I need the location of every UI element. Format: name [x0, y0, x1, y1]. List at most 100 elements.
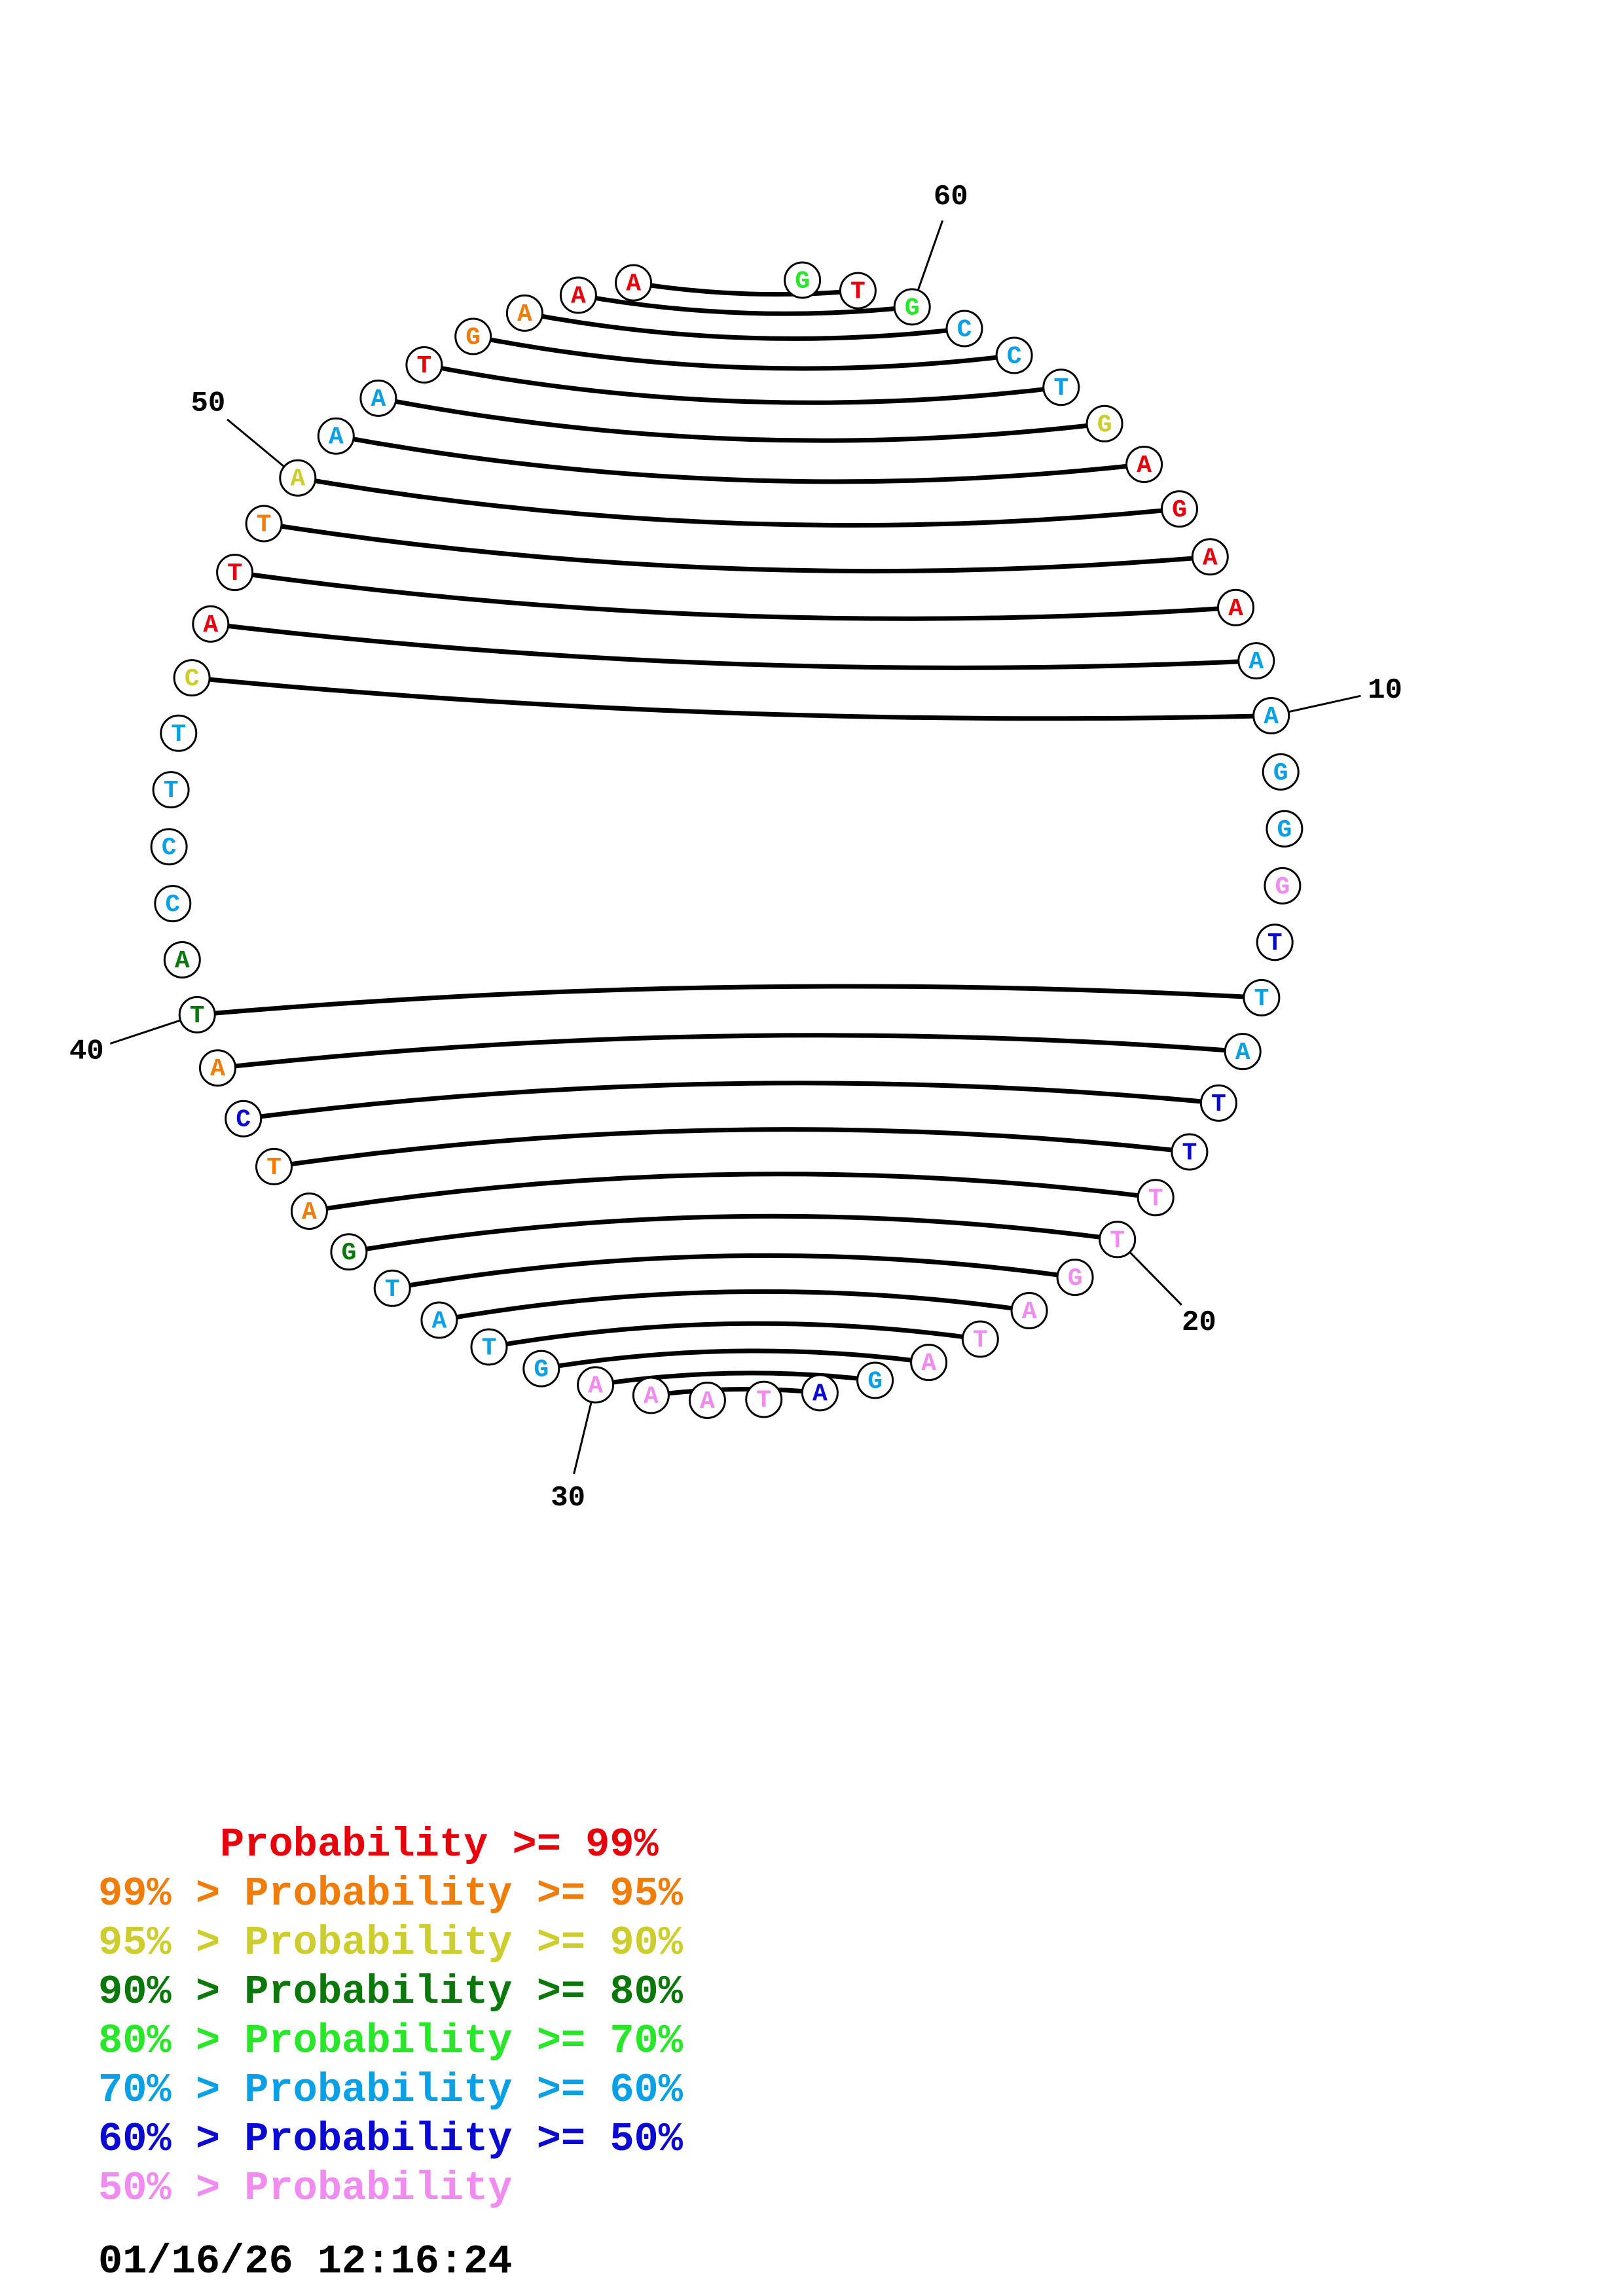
nucleotide-17: T [1256, 924, 1294, 961]
nucleotide-circle [290, 1193, 328, 1230]
nucleotide-8: A [1125, 446, 1163, 483]
legend-entry-2: 99% > Probability >= 95% [98, 1871, 683, 1917]
nucleotide-18: T [1243, 978, 1281, 1016]
nucleotide-42: A [199, 1049, 236, 1087]
base-pair-arc-23 [593, 1371, 878, 1388]
nucleotide-50: A [192, 605, 230, 643]
base-pair-arc-3 [522, 310, 967, 341]
nucleotide-circle [910, 1344, 948, 1382]
nucleotide-5: C [995, 336, 1033, 374]
nucleotide-letter: T [756, 1387, 771, 1415]
nucleotide-letter: G [534, 1356, 549, 1384]
base-pair-arc-24 [648, 1387, 822, 1398]
nucleotide-circle [178, 996, 216, 1033]
nucleotide-57: G [454, 317, 492, 355]
nucleotide-circle [255, 1147, 293, 1185]
nucleotide-circle [1199, 1084, 1237, 1122]
nucleotide-letter: T [1254, 985, 1269, 1013]
nucleotide-letter: T [1182, 1139, 1197, 1168]
base-pair-arc-1 [631, 280, 860, 297]
nucleotide-circle [632, 1376, 670, 1414]
nucleotide-circle [1264, 867, 1302, 905]
nucleotide-letter: G [1172, 496, 1187, 524]
nucleotide-51: T [216, 554, 254, 592]
nucleotide-letter: A [203, 611, 218, 639]
nucleotide-circle [1243, 978, 1281, 1016]
nucleotide-letter: A [210, 1055, 225, 1083]
nucleotide-letter: A [1235, 1039, 1250, 1067]
nucleotide-15: G [1266, 810, 1304, 848]
nucleotide-letter: A [1203, 544, 1218, 572]
nucleotide-45: C [154, 885, 192, 923]
tick-label-10: 10 [1368, 674, 1402, 707]
nucleotide-letter: A [644, 1383, 659, 1411]
nucleotide-circle [1262, 753, 1300, 791]
nucleotide-circle [454, 317, 492, 355]
nucleotide-letter: T [973, 1327, 988, 1355]
nucleotide-2: T [839, 272, 877, 310]
legend-entry-8: 50% > Probability [98, 2165, 513, 2212]
nucleotide-letter: G [795, 268, 810, 296]
nucleotide-21: T [1171, 1133, 1209, 1171]
nucleotide-circle [801, 1374, 839, 1412]
nucleotide-48: T [160, 714, 198, 752]
nucleotide-letter: A [921, 1350, 936, 1378]
base-pair-arc-2 [575, 293, 915, 316]
nucleotide-letter: G [1277, 816, 1292, 844]
base-pair-arc-16 [272, 1127, 1192, 1169]
tick-line-20 [1129, 1251, 1182, 1306]
nucleotide-letter: A [588, 1372, 603, 1400]
base-pair-arc-20 [437, 1289, 1032, 1323]
nucleotide-letter: T [1053, 374, 1068, 403]
nucleotide-letter: T [482, 1335, 497, 1363]
base-pair-arc-4 [471, 334, 1017, 371]
nucleotide-circle [163, 941, 201, 978]
nucleotide-circle [1137, 1179, 1175, 1217]
nucleotide-34: G [522, 1350, 560, 1388]
nucleotide-circle [522, 1350, 560, 1388]
nucleotide-letter: A [1249, 648, 1264, 676]
nucleotide-letter: G [1068, 1265, 1083, 1293]
nucleotide-circle [225, 1100, 263, 1138]
nucleotide-circle [279, 459, 317, 497]
nucleotide-circle [373, 1269, 411, 1307]
nucleotide-circle [470, 1328, 508, 1366]
nucleotide-11: A [1217, 588, 1254, 626]
nucleotide-circle [1217, 588, 1254, 626]
nucleotide-circle [945, 310, 983, 348]
nucleotide-40: T [255, 1147, 293, 1185]
base-pair-arc-19 [390, 1253, 1078, 1291]
tick-line-10 [1288, 694, 1361, 713]
base-pair-arc-18 [346, 1213, 1120, 1255]
nucleotide-12: A [1237, 642, 1275, 680]
nucleotide-37: T [373, 1269, 411, 1307]
nucleotide-circle [1010, 1292, 1048, 1329]
legend-entry-5: 80% > Probability >= 70% [98, 2018, 683, 2064]
nucleotide-circle [577, 1366, 615, 1404]
base-pair-arc-13 [194, 984, 1264, 1017]
nucleotide-letter: G [465, 324, 481, 352]
nucleotide-19: A [1224, 1033, 1262, 1071]
nucleotide-letter: T [171, 721, 186, 749]
nucleotide-54: A [317, 417, 355, 455]
base-pair-arc-21 [486, 1321, 983, 1350]
base-pair-arc-15 [241, 1081, 1221, 1121]
nucleotide-letter: A [517, 300, 532, 329]
nucleotide-circle [420, 1301, 458, 1339]
nucleotide-58: A [505, 294, 543, 332]
nucleotide-28: G [856, 1361, 894, 1399]
base-pair-arc-9 [261, 521, 1213, 574]
nucleotide-circle [154, 885, 192, 923]
nucleotide-43: T [178, 996, 216, 1033]
nucleotide-letter: T [227, 560, 242, 588]
nucleotide-letter: C [1007, 343, 1022, 371]
nucleotide-circle [615, 264, 653, 302]
nucleotide-24: G [1056, 1259, 1094, 1297]
nucleotide-22: T [1137, 1179, 1175, 1217]
legend-entry-6: 70% > Probability >= 60% [98, 2067, 683, 2113]
nucleotide-circle [1099, 1221, 1137, 1259]
nucleotide-letter: A [700, 1388, 715, 1416]
index-ticks: 10 20 30 40 50 60 [69, 181, 1402, 1515]
nucleotide-letter: T [385, 1276, 400, 1304]
base-pair-arc-8 [295, 475, 1182, 528]
